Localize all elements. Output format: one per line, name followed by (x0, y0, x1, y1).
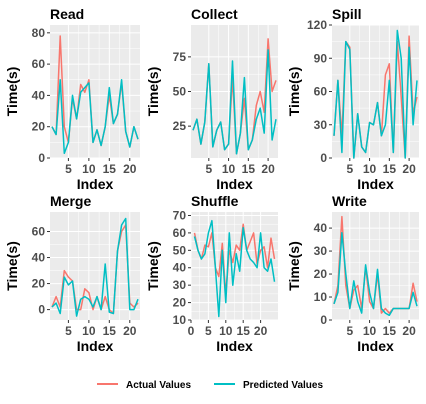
y-axis-label: Time(s) (145, 67, 161, 117)
x-tick-label: 10 (219, 324, 233, 338)
y-tick-label: 90 (314, 51, 328, 65)
x-axis-label: Index (216, 338, 253, 354)
y-axis-label: Time(s) (145, 241, 161, 291)
y-tick-label: 0 (38, 303, 45, 317)
y-tick-label: 50 (173, 243, 187, 257)
series-line-predicted (51, 79, 139, 155)
y-tick-label: 80 (32, 26, 46, 40)
series-line-predicted (192, 49, 277, 155)
y-tick-label: 60 (173, 226, 187, 240)
y-tick-label: 30 (173, 278, 187, 292)
x-tick-label: 15 (103, 162, 117, 176)
y-tick-label: 40 (32, 88, 46, 102)
x-tick-label: 20 (123, 162, 137, 176)
x-tick-label: 20 (261, 162, 275, 176)
panel-spill: 0 30 60 90 120 5 10 15 20 Spill Index Time(s) (286, 6, 419, 192)
panel-title: Write (332, 193, 367, 209)
x-tick-label: 5 (205, 162, 212, 176)
y-axis-label: Time(s) (4, 241, 20, 291)
x-tick-label: 20 (123, 324, 137, 338)
y-tick-label: 0 (320, 151, 327, 165)
x-tick-label: 5 (346, 324, 353, 338)
x-tick-label: 20 (402, 162, 416, 176)
y-tick-label: 30 (314, 244, 328, 258)
y-tick-label: 120 (307, 18, 327, 32)
x-tick-label: 10 (82, 162, 96, 176)
x-tick-label: 10 (222, 162, 236, 176)
y-axis-label: Time(s) (286, 241, 302, 291)
x-axis-label: Index (357, 176, 394, 192)
y-tick-label: 20 (314, 267, 328, 281)
x-tick-label: 15 (103, 324, 117, 338)
y-tick-label: 20 (173, 296, 187, 310)
y-axis-label: Time(s) (286, 67, 302, 117)
x-tick-label: 5 (205, 324, 212, 338)
panel-title: Collect (191, 6, 238, 22)
y-tick-label: 10 (173, 313, 187, 327)
panel-merge: 0 20 40 60 5 10 15 20 Merge Index Time(s) (4, 193, 140, 354)
x-tick-label: 10 (82, 324, 96, 338)
x-tick-label: 10 (363, 324, 377, 338)
panel-title: Shuffle (191, 193, 239, 209)
y-tick-label: 60 (32, 57, 46, 71)
y-tick-label: 20 (32, 120, 46, 134)
x-axis-label: Index (77, 176, 114, 192)
panel-title: Merge (50, 193, 91, 209)
y-tick-label: 40 (314, 221, 328, 235)
series-line-predicted (193, 219, 276, 318)
series-line-predicted (333, 29, 418, 159)
legend: Actual Values Predicted Values (97, 380, 323, 391)
panel-title: Read (50, 6, 84, 22)
series-line-actual (193, 223, 276, 295)
panel-title: Spill (332, 6, 362, 22)
series-line-predicted (333, 231, 418, 317)
y-tick-label: 50 (173, 85, 187, 99)
panel-write: 0 10 20 30 40 5 10 15 20 Write Index Time(s) (286, 193, 419, 354)
y-tick-label: 10 (314, 290, 328, 304)
x-tick-label: 0 (188, 324, 195, 338)
x-tick-label: 5 (346, 162, 353, 176)
legend-label-actual: Actual Values (126, 380, 191, 391)
y-tick-label: 60 (314, 85, 328, 99)
y-tick-label: 0 (38, 151, 45, 165)
x-axis-label: Index (357, 338, 394, 354)
x-tick-label: 20 (402, 324, 416, 338)
x-tick-label: 5 (65, 162, 72, 176)
x-tick-label: 15 (383, 162, 397, 176)
y-tick-label: 40 (173, 261, 187, 275)
panel-read: 0 20 40 60 80 5 10 15 20 Read Index Time(s) (4, 6, 140, 192)
x-axis-label: Index (77, 338, 114, 354)
series-line-predicted (51, 217, 139, 317)
legend-label-predicted: Predicted Values (243, 380, 323, 391)
x-tick-label: 20 (254, 324, 268, 338)
panel-collect: 25 50 75 5 10 15 20 Collect Index Time(s) (145, 6, 278, 192)
x-tick-label: 15 (237, 324, 251, 338)
y-axis-label: Time(s) (4, 67, 20, 117)
x-axis-label: Index (216, 176, 253, 192)
y-tick-label: 0 (320, 313, 327, 327)
x-tick-label: 5 (65, 324, 72, 338)
y-tick-label: 75 (173, 50, 187, 64)
y-tick-label: 25 (173, 119, 187, 133)
plot-background (332, 212, 419, 320)
x-tick-label: 15 (242, 162, 256, 176)
y-tick-label: 20 (32, 277, 46, 291)
y-tick-label: 60 (32, 225, 46, 239)
x-tick-label: 15 (383, 324, 397, 338)
y-tick-label: 40 (32, 251, 46, 265)
x-tick-label: 10 (363, 162, 377, 176)
y-tick-label: 70 (173, 208, 187, 222)
y-tick-label: 30 (314, 118, 328, 132)
